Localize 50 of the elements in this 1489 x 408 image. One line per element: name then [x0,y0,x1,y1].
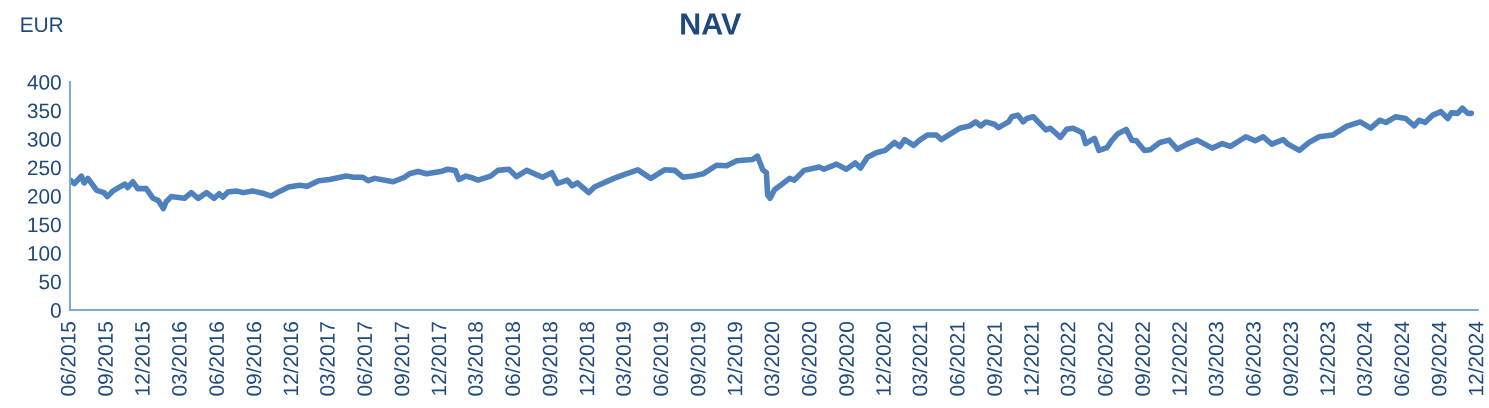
x-tick-label: 09/2015 [97,322,113,396]
x-tick-label: 03/2019 [615,322,631,396]
y-tick-label: 0 [50,303,61,318]
x-tick-label: 06/2017 [356,322,373,396]
x-tick-label: 09/2017 [394,322,410,396]
x-tick-label: 03/2022 [1060,322,1076,396]
y-tick-label: 250 [27,160,61,176]
y-tick-label: 400 [27,75,61,90]
x-tick-label: 03/2018 [467,322,483,396]
x-tick-label: 03/2016 [171,322,187,396]
x-tick-label: 06/2015 [60,322,76,396]
x-tick-label: 06/2020 [801,322,817,396]
y-tick-label: 50 [39,274,61,290]
x-tick-label: 06/2019 [652,322,669,396]
x-tick-label: 12/2020 [875,322,891,395]
x-tick-label: 09/2021 [986,322,1002,396]
x-tick-label: 03/2023 [1208,322,1224,396]
x-tick-label: 09/2020 [838,322,854,396]
y-tick-label: 200 [27,189,61,204]
x-tick-label: 06/2024 [1393,321,1410,396]
x-tick-label: 03/2020 [763,322,780,396]
x-tick-label: 09/2018 [542,322,558,396]
x-tick-label: 09/2016 [246,322,262,396]
y-tick-label: 350 [27,103,61,119]
x-tick-label: 12/2023 [1319,322,1335,395]
y-axis-title: EUR [21,17,63,33]
x-tick-label: 09/2019 [690,322,706,396]
x-tick-label: 03/2017 [319,322,335,396]
x-tick-label: 06/2023 [1245,322,1261,396]
y-tick-label: 300 [27,132,61,147]
x-tick-label: 09/2022 [1134,322,1151,396]
x-tick-label: 12/2024 [1468,321,1484,395]
x-tick-label: 06/2016 [208,322,225,396]
x-tick-label: 03/2021 [912,322,928,396]
x-tick-label: 06/2021 [949,322,965,396]
x-tick-label: 12/2017 [430,322,447,395]
x-tick-label: 06/2018 [504,322,521,396]
x-tick-label: 03/2024 [1356,321,1372,396]
x-tick-label: 12/2015 [134,322,150,395]
y-tick-label: 100 [28,246,61,261]
chart-title: NAV [681,13,742,35]
x-tick-label: 06/2022 [1097,322,1113,396]
x-tick-label: 09/2024 [1431,321,1447,396]
y-tick-label: 150 [28,217,61,233]
x-tick-label: 09/2023 [1282,322,1299,396]
x-tick-label: 12/2021 [1023,322,1039,395]
x-tick-label: 12/2018 [579,322,595,395]
x-tick-label: 12/2016 [282,322,299,395]
x-tick-label: 12/2022 [1171,322,1187,395]
x-tick-label: 12/2019 [727,322,743,395]
